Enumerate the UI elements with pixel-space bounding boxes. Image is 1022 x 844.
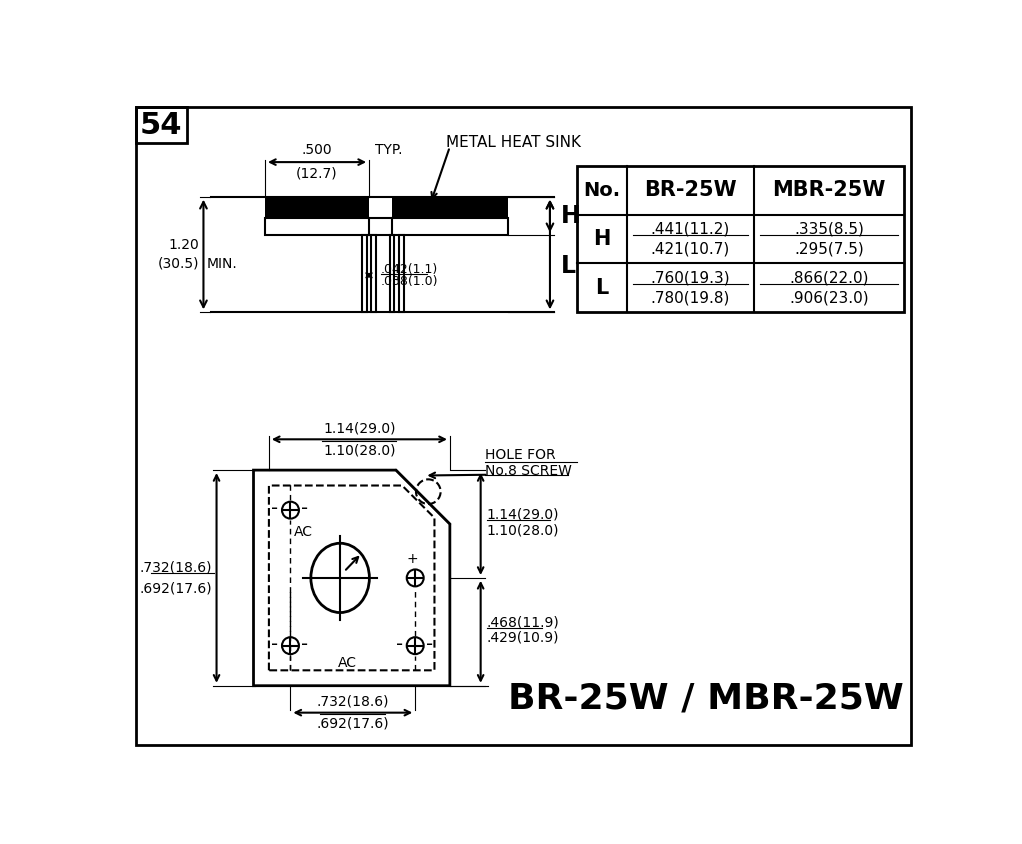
Text: (12.7): (12.7): [296, 167, 338, 181]
Text: H: H: [593, 229, 610, 249]
Text: No.8 SCREW: No.8 SCREW: [484, 464, 571, 478]
Text: BR-25W: BR-25W: [644, 181, 737, 200]
Text: .421(10.7): .421(10.7): [651, 241, 730, 257]
Text: -: -: [301, 499, 309, 518]
Text: 54: 54: [140, 111, 182, 139]
Text: AC: AC: [294, 525, 314, 538]
Bar: [371, 235, 376, 312]
Text: -: -: [271, 499, 278, 518]
Text: BR-25W / MBR-25W: BR-25W / MBR-25W: [508, 682, 904, 716]
Text: HOLE FOR: HOLE FOR: [484, 448, 555, 463]
Text: .780(19.8): .780(19.8): [651, 290, 730, 306]
Text: MIN.: MIN.: [206, 257, 237, 271]
Text: 1.14(29.0): 1.14(29.0): [486, 508, 559, 522]
Text: L: L: [595, 278, 608, 298]
Text: .295(7.5): .295(7.5): [794, 241, 864, 257]
Bar: [265, 219, 508, 235]
Bar: [362, 235, 367, 312]
Text: No.: No.: [584, 181, 620, 200]
Text: 1.14(29.0): 1.14(29.0): [323, 421, 396, 436]
Text: -: -: [426, 635, 433, 653]
Bar: [392, 197, 508, 219]
Text: .866(22.0): .866(22.0): [789, 270, 869, 285]
Text: .441(11.2): .441(11.2): [651, 222, 730, 236]
Text: +: +: [407, 552, 418, 565]
Text: -: -: [271, 635, 278, 653]
Text: .732(18.6): .732(18.6): [139, 560, 212, 574]
Text: .906(23.0): .906(23.0): [789, 290, 869, 306]
Text: METAL HEAT SINK: METAL HEAT SINK: [446, 135, 580, 150]
Text: .732(18.6): .732(18.6): [317, 695, 389, 709]
Bar: [399, 235, 404, 312]
Bar: [265, 197, 369, 219]
Text: .038(1.0): .038(1.0): [380, 275, 438, 288]
Bar: [576, 166, 904, 312]
Text: .760(19.3): .760(19.3): [651, 270, 731, 285]
Bar: [137, 107, 186, 143]
Text: (30.5): (30.5): [157, 257, 199, 271]
Text: AC: AC: [338, 657, 358, 670]
Text: TYP.: TYP.: [375, 143, 403, 158]
Text: 1.10(28.0): 1.10(28.0): [323, 443, 396, 457]
Text: MBR-25W: MBR-25W: [773, 181, 886, 200]
Text: H: H: [561, 204, 580, 228]
Text: .692(17.6): .692(17.6): [317, 717, 389, 731]
Text: L: L: [561, 254, 575, 278]
Text: -: -: [396, 635, 403, 653]
Text: .692(17.6): .692(17.6): [139, 582, 212, 596]
Text: -: -: [301, 635, 309, 653]
Text: .429(10.9): .429(10.9): [486, 631, 559, 645]
Text: .042(1.1): .042(1.1): [380, 262, 437, 276]
Text: .468(11.9): .468(11.9): [486, 615, 560, 630]
Bar: [389, 235, 394, 312]
Bar: [369, 197, 392, 219]
Text: .500: .500: [301, 143, 332, 158]
Text: 1.10(28.0): 1.10(28.0): [486, 523, 559, 537]
Text: .335(8.5): .335(8.5): [794, 222, 864, 236]
Text: 1.20: 1.20: [168, 238, 199, 252]
